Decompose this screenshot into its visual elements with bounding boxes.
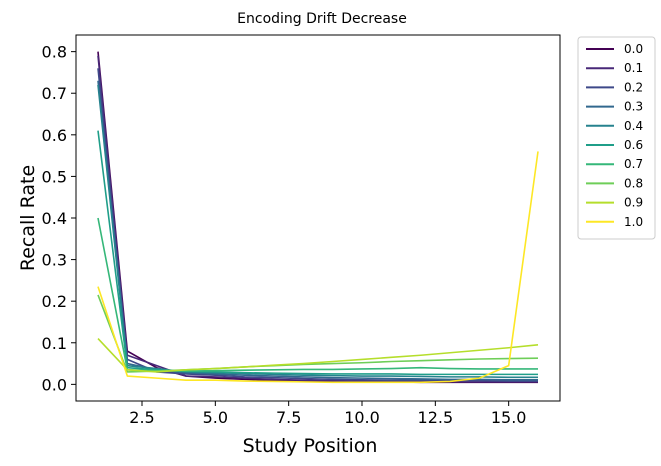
legend-label: 0.3 [624,100,643,114]
series-line-0.1 [97,55,538,383]
y-tick-label: 0.3 [42,251,67,270]
plot-lines [97,51,539,384]
plot-frame [75,34,561,402]
legend-label: 0.7 [624,157,643,171]
legend-label: 0.6 [624,138,643,152]
legend: 0.0 0.1 0.2 0.3 0.4 0.6 0.7 0.8 0.9 1.0 [577,36,656,240]
y-tick-label: 0.4 [42,209,67,228]
x-tick-label: 12.5 [418,408,454,427]
x-axis-title: Study Position [243,435,378,457]
legend-label: 0.0 [624,42,643,56]
chart-title: Encoding Drift Decrease [237,11,407,27]
legend-label: 0.1 [624,61,643,75]
series-line-0.0 [97,51,538,384]
series-line-0.6 [97,130,538,376]
y-axis-title: Recall Rate [17,165,39,271]
legend-label: 0.4 [624,119,643,133]
legend-label: 0.8 [624,176,643,190]
series-line-0.7 [97,217,538,372]
x-tick-label: 7.5 [276,408,301,427]
series-line-0.4 [97,84,538,379]
y-tick-label: 0.7 [42,84,67,103]
series-line-1.0 [97,151,539,384]
x-tick-label: 15.0 [491,408,527,427]
series-line-0.8 [97,294,539,373]
y-axis-ticks: 0.0 0.1 0.2 0.3 0.4 0.5 0.6 0.7 0.8 [42,43,76,394]
x-tick-label: 2.5 [129,408,154,427]
y-tick-label: 0.5 [42,167,67,186]
legend-label: 1.0 [624,215,643,229]
y-tick-label: 0.8 [42,43,67,62]
x-tick-label: 10.0 [344,408,380,427]
legend-label: 0.2 [624,80,643,94]
y-tick-label: 0.6 [42,126,67,145]
legend-label: 0.9 [624,196,643,210]
series-line-0.3 [97,80,538,381]
y-tick-label: 0.2 [42,292,67,311]
x-tick-label: 5.0 [203,408,228,427]
series-line-0.2 [97,68,538,382]
x-axis-ticks: 2.5 5.0 7.5 10.0 12.5 15.0 [129,401,526,427]
series-line-0.9 [97,338,539,373]
y-tick-label: 0.0 [42,375,67,394]
y-tick-label: 0.1 [42,334,67,353]
